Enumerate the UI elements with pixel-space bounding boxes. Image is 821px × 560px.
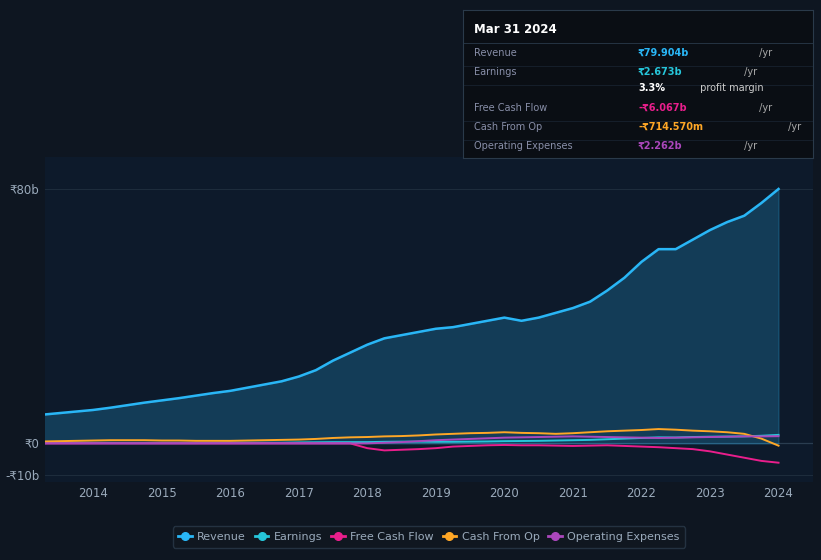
Text: -₹6.067b: -₹6.067b [638, 102, 686, 113]
Text: Earnings: Earnings [474, 67, 516, 77]
Text: Free Cash Flow: Free Cash Flow [474, 102, 547, 113]
Text: ₹2.262b: ₹2.262b [638, 141, 682, 151]
Text: -₹714.570m: -₹714.570m [638, 122, 703, 132]
Text: /yr: /yr [755, 102, 772, 113]
Text: ₹79.904b: ₹79.904b [638, 48, 690, 58]
Text: Revenue: Revenue [474, 48, 516, 58]
Text: Cash From Op: Cash From Op [474, 122, 542, 132]
Text: /yr: /yr [741, 141, 757, 151]
Text: /yr: /yr [785, 122, 801, 132]
Text: Mar 31 2024: Mar 31 2024 [474, 23, 557, 36]
Text: /yr: /yr [755, 48, 772, 58]
Text: /yr: /yr [741, 67, 757, 77]
Text: 3.3%: 3.3% [638, 83, 665, 94]
Text: Operating Expenses: Operating Expenses [474, 141, 572, 151]
Text: ₹2.673b: ₹2.673b [638, 67, 682, 77]
Legend: Revenue, Earnings, Free Cash Flow, Cash From Op, Operating Expenses: Revenue, Earnings, Free Cash Flow, Cash … [173, 526, 685, 548]
Text: profit margin: profit margin [697, 83, 764, 94]
